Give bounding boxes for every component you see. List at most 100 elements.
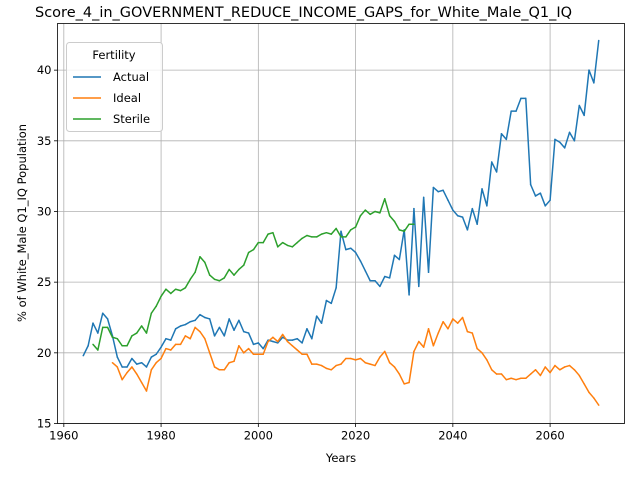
data-point-actual [199, 313, 201, 316]
data-point-ideal [242, 352, 245, 354]
data-point-sterile [257, 241, 260, 244]
data-point-actual [277, 342, 279, 344]
data-point-actual [422, 196, 425, 199]
data-point-actual [593, 82, 595, 84]
y-tick-label: 40 [37, 63, 52, 77]
data-point-actual [379, 285, 381, 288]
data-point-actual [539, 192, 542, 194]
data-point-ideal [160, 357, 162, 360]
data-point-ideal [554, 364, 556, 367]
data-point-sterile [320, 233, 323, 235]
data-point-actual [155, 353, 157, 355]
data-point-sterile [398, 229, 401, 231]
data-point-actual [194, 319, 196, 322]
y-axis-label: % of White_Male Q1_IQ Population [15, 124, 29, 322]
axis-ticks: 1960 1980 2000 2020 2040 2060 15 20 25 30 35 40 [37, 63, 565, 442]
data-point-ideal [437, 332, 440, 334]
data-point-actual [87, 345, 89, 347]
data-point-actual [301, 342, 303, 344]
data-point-ideal [330, 369, 333, 371]
data-point-sterile [281, 241, 284, 244]
data-point-ideal [388, 361, 391, 364]
series-sterile [92, 198, 415, 351]
data-point-actual [272, 340, 274, 343]
data-point-actual [349, 247, 352, 249]
data-point-sterile [155, 305, 157, 307]
data-point-sterile [408, 223, 410, 225]
data-point-actual [140, 361, 143, 364]
data-point-sterile [413, 223, 415, 225]
data-point-actual [136, 363, 138, 365]
data-point-actual [189, 320, 191, 323]
data-point-ideal [184, 335, 187, 337]
data-point-actual [291, 339, 294, 341]
data-point-sterile [247, 251, 250, 254]
data-point-actual [408, 294, 410, 296]
data-point-ideal [398, 373, 401, 375]
data-point-ideal [520, 377, 522, 380]
data-point-actual [544, 205, 546, 207]
data-point-actual [510, 110, 512, 112]
legend-title: Fertility [92, 48, 135, 62]
data-point-actual [384, 275, 386, 278]
data-point-actual [413, 207, 415, 210]
y-tick-label: 15 [37, 417, 52, 431]
data-point-sterile [388, 214, 391, 217]
data-point-ideal [340, 363, 342, 365]
data-point-actual [233, 329, 235, 331]
data-point-ideal [111, 361, 114, 364]
data-point-actual [121, 366, 123, 368]
data-point-sterile [311, 236, 313, 238]
data-point-ideal [325, 367, 328, 370]
data-point-ideal [597, 404, 600, 406]
data-point-actual [359, 260, 362, 262]
data-point-actual [549, 199, 551, 201]
data-point-actual [354, 251, 357, 254]
data-point-sterile [301, 237, 303, 240]
data-point-actual [82, 354, 85, 357]
data-point-sterile [170, 292, 172, 295]
data-point-actual [92, 322, 94, 324]
data-point-sterile [145, 332, 148, 334]
data-point-sterile [296, 241, 298, 244]
data-point-actual [101, 312, 104, 314]
data-point-sterile [340, 236, 342, 238]
data-point-ideal [588, 391, 590, 394]
data-point-actual [131, 357, 133, 360]
data-point-sterile [165, 288, 167, 290]
data-point-actual [491, 161, 493, 163]
data-point-actual [204, 316, 206, 319]
data-point-ideal [131, 366, 133, 368]
data-point-ideal [525, 377, 527, 380]
data-point-ideal [456, 322, 459, 324]
legend-label-ideal: Ideal [113, 91, 141, 105]
data-point-actual [486, 205, 488, 207]
data-point-sterile [97, 349, 99, 351]
data-point-actual [257, 342, 260, 344]
data-point-ideal [277, 340, 279, 343]
data-point-actual [573, 140, 576, 142]
data-point-sterile [306, 234, 308, 237]
data-point-ideal [306, 353, 308, 355]
data-point-actual [252, 343, 255, 346]
data-point-actual [559, 141, 561, 143]
data-point-sterile [364, 209, 367, 211]
data-point-sterile [238, 268, 240, 271]
data-point-sterile [349, 229, 352, 231]
x-tick-label: 2020 [341, 429, 370, 443]
data-point-sterile [223, 277, 226, 279]
data-point-ideal [301, 353, 303, 355]
data-point-ideal [267, 340, 269, 343]
data-point-ideal [345, 357, 347, 360]
data-point-ideal [408, 381, 410, 384]
data-point-ideal [583, 383, 585, 385]
data-point-actual [213, 335, 216, 337]
data-point-actual [393, 254, 396, 257]
data-point-actual [296, 337, 298, 340]
data-point-actual [208, 318, 211, 320]
data-point-ideal [374, 364, 376, 367]
data-point-actual [160, 346, 162, 348]
legend-box [66, 42, 163, 132]
series-actual [82, 39, 600, 368]
